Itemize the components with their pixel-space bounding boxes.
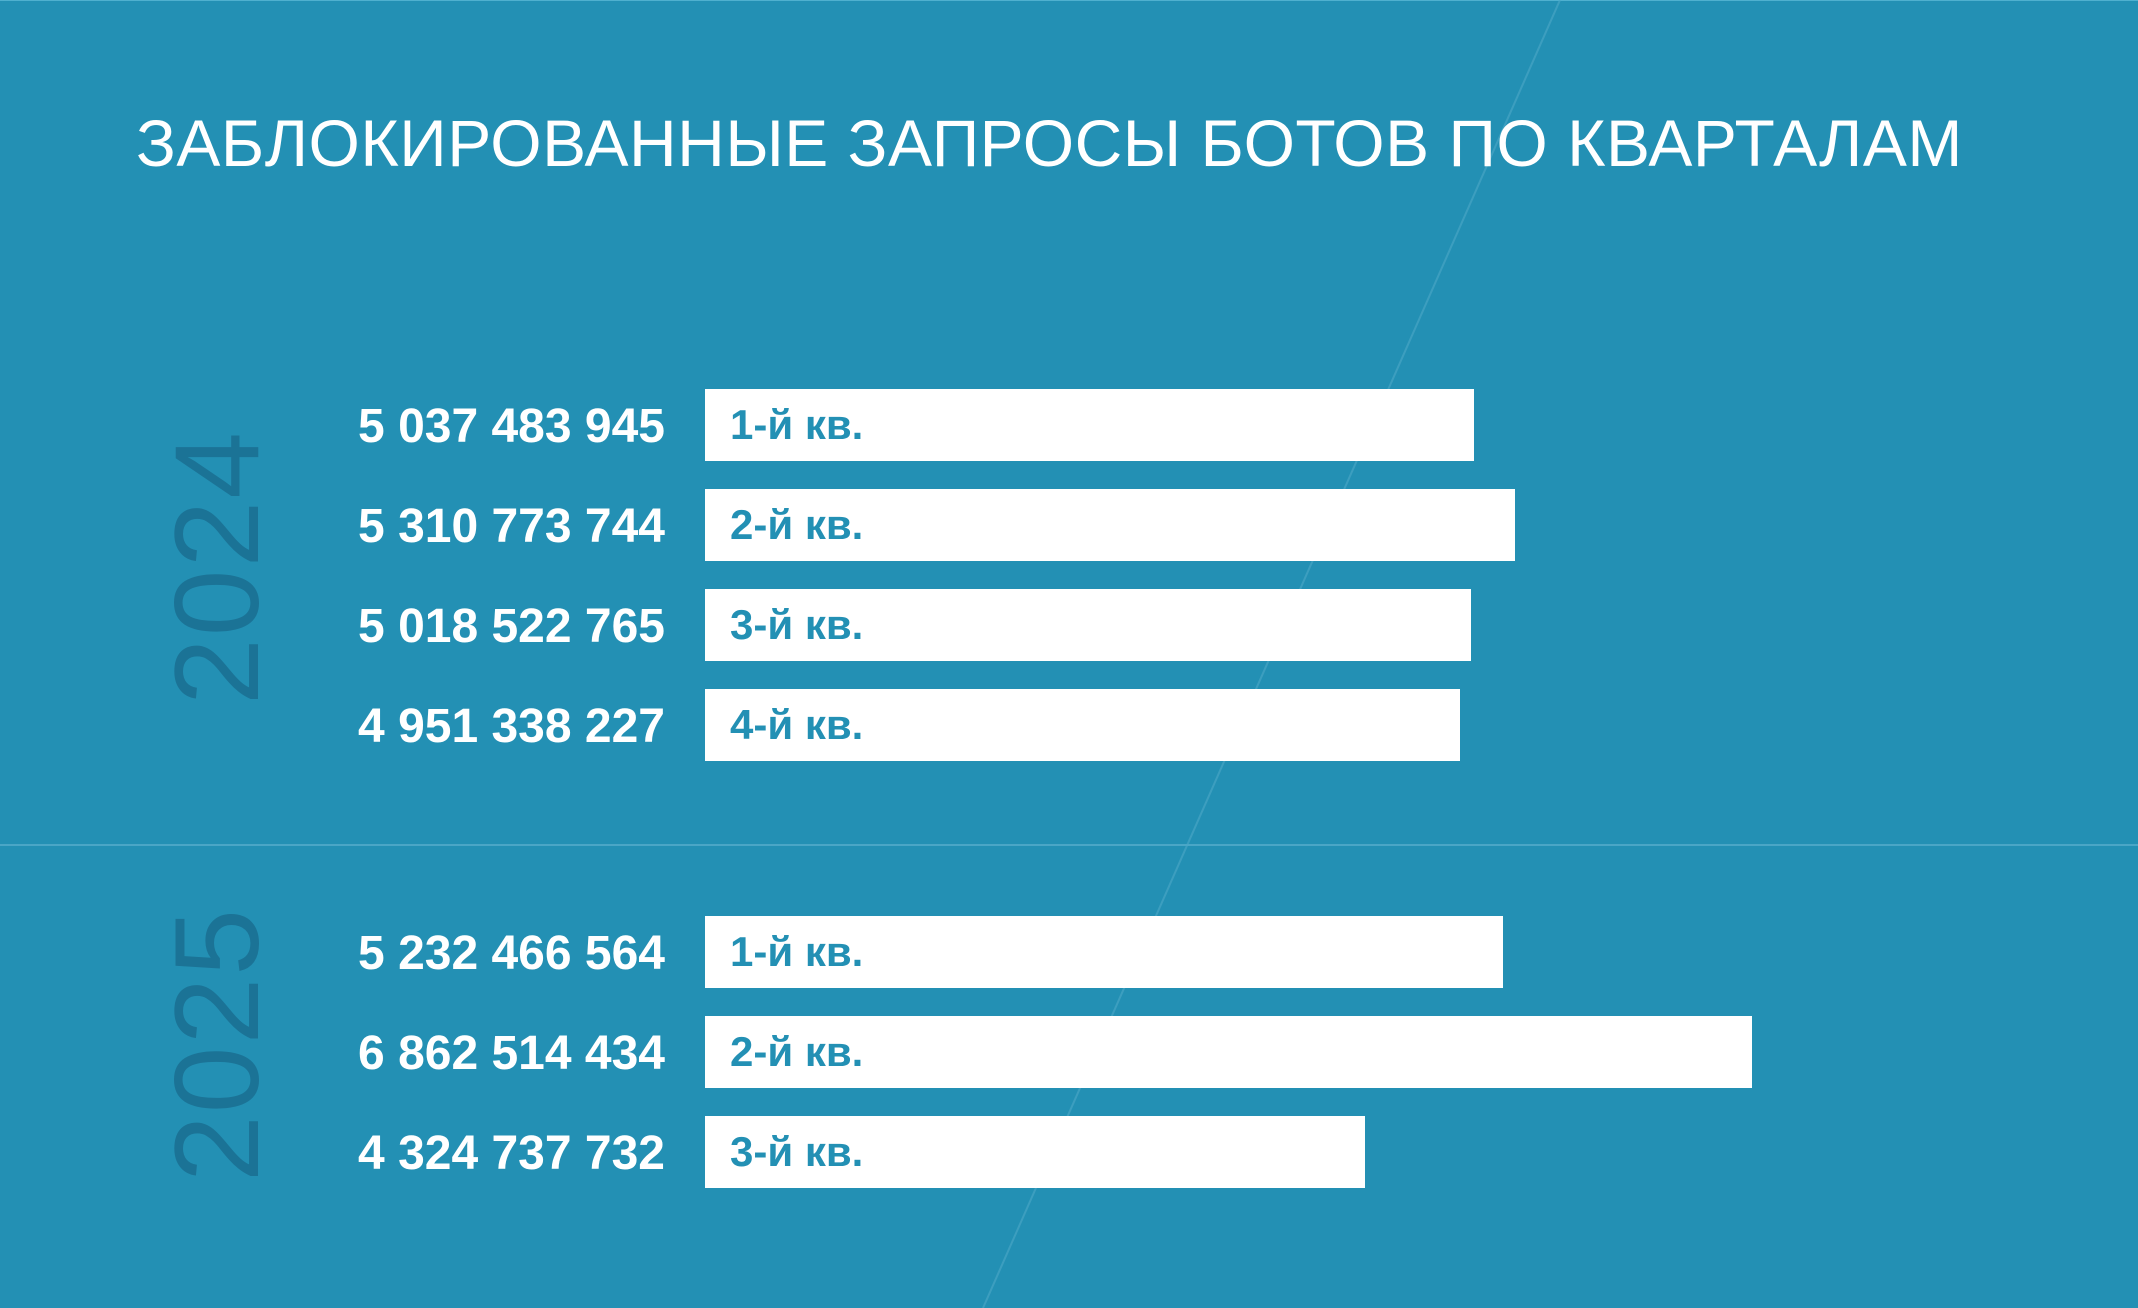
year-divider xyxy=(0,844,2138,846)
bar-2024-q2 xyxy=(705,489,1515,561)
bar-label-2024-q4: 4-й кв. xyxy=(730,701,864,748)
year-label-2025: 2025 xyxy=(150,907,284,1182)
value-label-2024-q2: 5 310 773 744 xyxy=(358,500,665,553)
value-label-2025-q1: 5 232 466 564 xyxy=(358,927,665,980)
value-label-2024-q4: 4 951 338 227 xyxy=(358,700,665,753)
bar-2024-q3 xyxy=(705,589,1471,661)
bar-2025-q2 xyxy=(705,1016,1752,1088)
bar-2025-q3 xyxy=(705,1116,1365,1188)
bar-2024-q1 xyxy=(705,389,1474,461)
bar-label-2025-q3: 3-й кв. xyxy=(730,1128,864,1175)
value-label-2025-q2: 6 862 514 434 xyxy=(358,1027,665,1080)
bar-label-2024-q2: 2-й кв. xyxy=(730,501,864,548)
bar-2025-q1 xyxy=(705,916,1503,988)
value-label-2024-q1: 5 037 483 945 xyxy=(358,400,665,453)
chart-title: ЗАБЛОКИРОВАННЫЕ ЗАПРОСЫ БОТОВ ПО КВАРТАЛ… xyxy=(136,106,1963,180)
value-label-2024-q3: 5 018 522 765 xyxy=(358,600,665,653)
bar-label-2024-q3: 3-й кв. xyxy=(730,601,864,648)
bar-label-2025-q2: 2-й кв. xyxy=(730,1028,864,1075)
top-border xyxy=(0,0,2138,1)
bar-label-2025-q1: 1-й кв. xyxy=(730,928,864,975)
bar-label-2024-q1: 1-й кв. xyxy=(730,401,864,448)
year-label-2024: 2024 xyxy=(150,430,284,705)
bar-2024-q4 xyxy=(705,689,1460,761)
value-label-2025-q3: 4 324 737 732 xyxy=(358,1127,665,1180)
